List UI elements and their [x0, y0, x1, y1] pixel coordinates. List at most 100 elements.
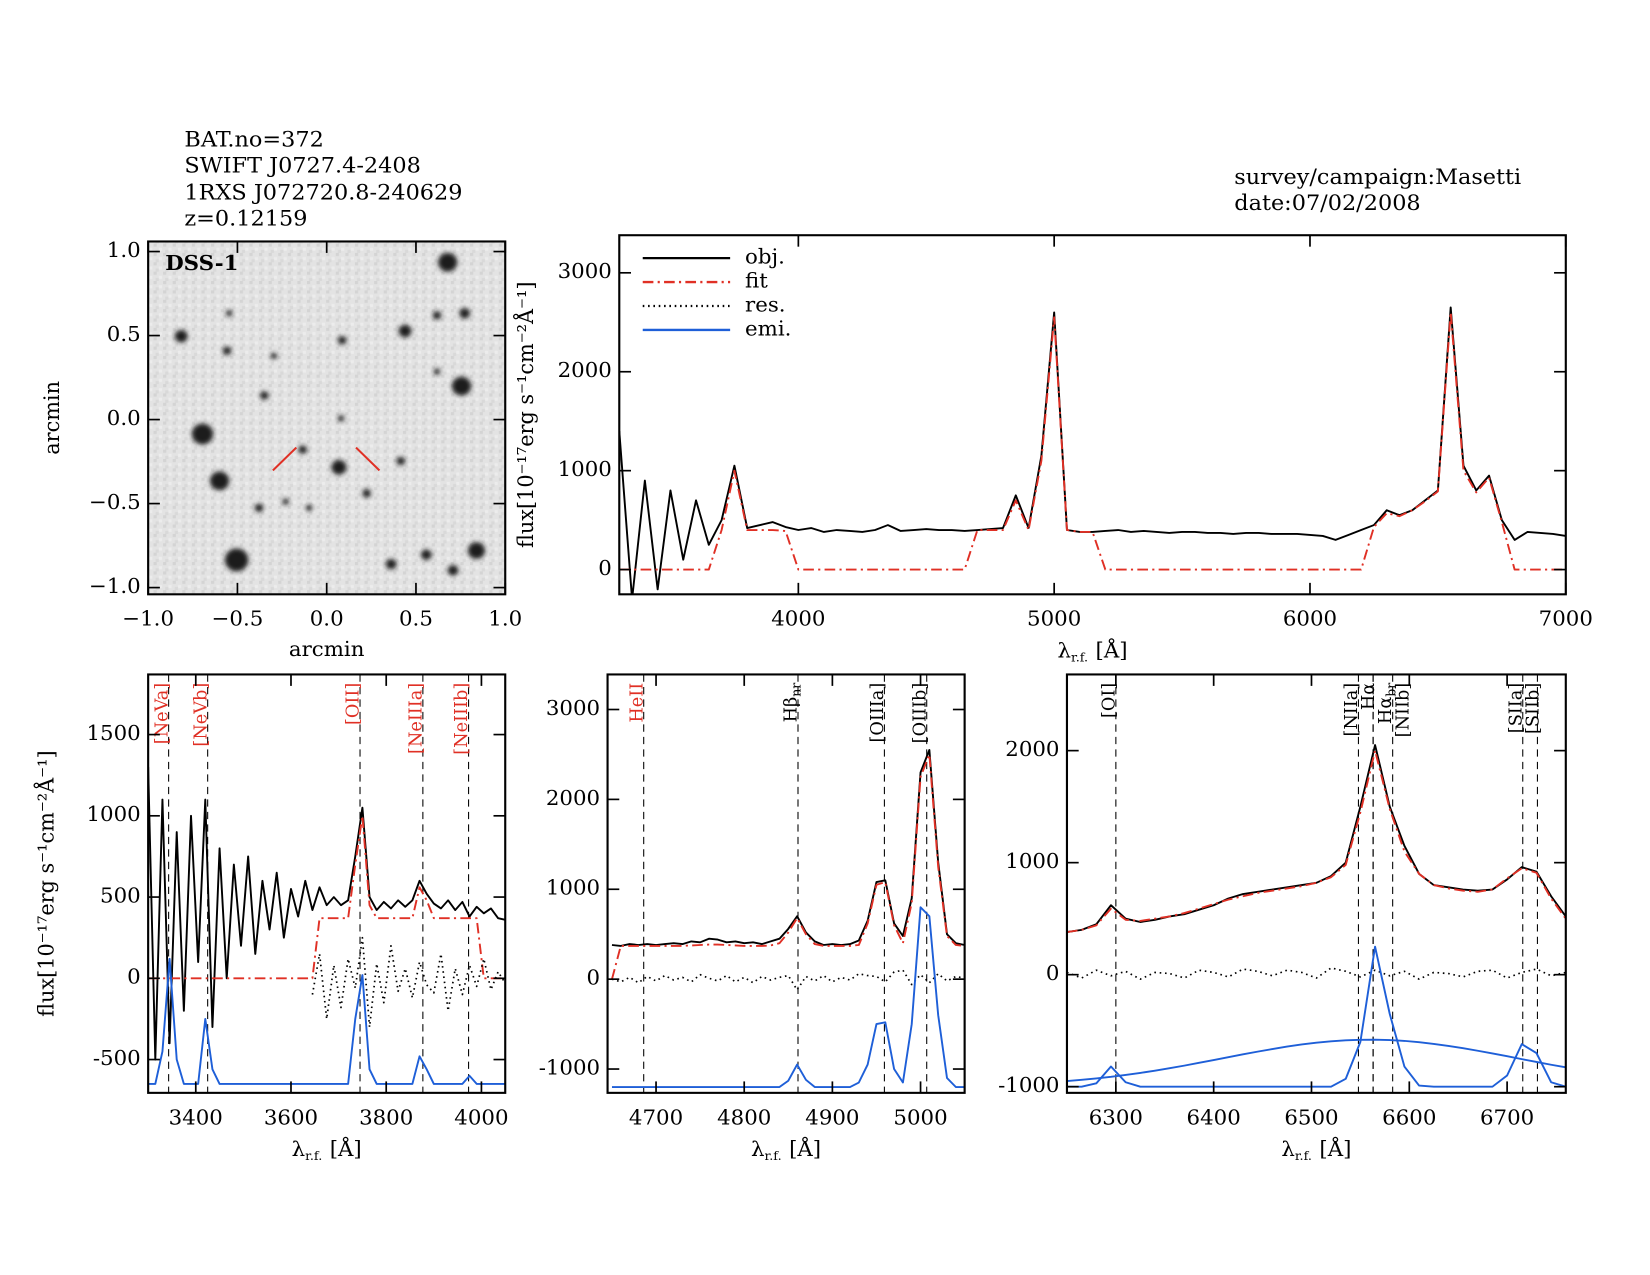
series-line — [148, 957, 506, 1085]
y-tick-label: 1.0 — [107, 237, 141, 262]
series-line — [1066, 744, 1566, 934]
x-axis-label: λr.f. [Å] — [1281, 1136, 1351, 1163]
axes-frame — [618, 234, 1567, 596]
y-tick-label: 3000 — [546, 695, 600, 720]
x-tick-label: 3600 — [264, 1105, 318, 1130]
series-line — [1066, 1038, 1566, 1083]
series-line — [611, 969, 965, 991]
line-label: [OIIIb] — [909, 683, 930, 744]
x-tick-label: 6300 — [1089, 1105, 1143, 1130]
x-axis-label: arcmin — [289, 636, 365, 661]
series-line — [619, 311, 1566, 571]
x-tick-label: 6600 — [1382, 1105, 1436, 1130]
y-tick-label: 0.0 — [107, 405, 141, 430]
x-tick-label: 1.0 — [488, 606, 522, 631]
x-tick-label: 0.0 — [310, 606, 344, 631]
y-tick-label: 2000 — [558, 357, 612, 382]
line-label-name: [NeVb] — [190, 683, 211, 747]
y-tick-label: 2000 — [546, 785, 600, 810]
line-label-name: Hα — [1375, 697, 1396, 724]
line-label-name: Hβ — [780, 697, 801, 723]
plot-area — [148, 674, 506, 1093]
x-tick-label: 6000 — [1283, 606, 1337, 631]
y-tick-label: 1000 — [1005, 848, 1059, 873]
x-tick-label: 7000 — [1539, 606, 1593, 631]
x-axis-label: λr.f. [Å] — [1058, 637, 1128, 664]
line-label-name: [SIIa] — [1505, 683, 1526, 733]
y-axis-label: flux[10⁻¹⁷erg s⁻¹cm⁻²Å⁻¹] — [513, 282, 538, 548]
image-background — [148, 241, 506, 595]
x-label-sub: r.f. — [1071, 649, 1088, 664]
y-tick-label: 1000 — [86, 801, 140, 826]
line-label: Hβnr — [780, 682, 803, 723]
x-tick-label: −0.5 — [212, 606, 264, 631]
y-tick-label: -1000 — [539, 1055, 600, 1080]
y-tick-label: 0 — [598, 555, 612, 580]
x-label-unit: [Å] — [330, 1136, 362, 1161]
x-tick-label: 6400 — [1187, 1105, 1241, 1130]
header-text: z=0.12159 — [184, 206, 307, 232]
axes-frame — [1065, 673, 1567, 1094]
line-label: [OIIIa] — [867, 683, 888, 743]
line-label: [NeVb] — [190, 683, 211, 747]
x-label-symbol: λ — [751, 1136, 765, 1161]
y-axis-label: arcmin — [39, 381, 64, 455]
line-label-name: [NeIIIa] — [405, 683, 426, 754]
line-label-name: [SIIb] — [1522, 683, 1543, 734]
x-tick-label: 5000 — [1027, 606, 1081, 631]
series-line — [611, 753, 965, 980]
line-label-name: [NeVa] — [151, 683, 172, 744]
line-label-sub: br — [1383, 682, 1398, 697]
y-tick-label: 500 — [100, 883, 141, 908]
series-line — [611, 906, 965, 1088]
x-tick-label: 5000 — [893, 1105, 947, 1130]
x-tick-label: 6700 — [1480, 1105, 1534, 1130]
line-label: [NIIb] — [1392, 683, 1413, 738]
header-text: SWIFT J0727.4-2408 — [184, 153, 420, 179]
header-text: 1RXS J072720.8-240629 — [184, 180, 462, 206]
axes-frame — [147, 673, 507, 1094]
header-text: BAT.no=372 — [184, 127, 323, 153]
legend-label: emi. — [745, 316, 791, 341]
source-marker — [355, 446, 381, 472]
source-marker — [272, 446, 298, 472]
line-label: [NIIa] — [1341, 683, 1362, 737]
line-label: HeII — [626, 683, 647, 723]
line-label: [NeIIIb] — [451, 683, 472, 755]
line-label-name: [NeIIIb] — [451, 683, 472, 755]
x-tick-label: 4700 — [629, 1105, 683, 1130]
line-label: [SIIa] — [1505, 683, 1526, 733]
x-tick-label: 6500 — [1284, 1105, 1338, 1130]
plot-area — [619, 306, 1566, 595]
x-tick-label: 0.5 — [399, 606, 433, 631]
line-label: [OI] — [1098, 683, 1119, 718]
legend-label: fit — [745, 268, 768, 293]
y-axis-label: flux[10⁻¹⁷erg s⁻¹cm⁻²Å⁻¹] — [33, 750, 58, 1016]
x-label-symbol: λ — [1281, 1136, 1295, 1161]
line-label-name: [OI] — [1098, 683, 1119, 718]
line-label-sub: nr — [788, 682, 803, 697]
x-label-symbol: λ — [1058, 637, 1072, 662]
legend-label: res. — [745, 292, 785, 317]
y-tick-label: 0.5 — [107, 321, 141, 346]
series-line — [619, 306, 1566, 595]
series-line — [148, 767, 506, 1061]
series-line — [148, 814, 506, 980]
series-line — [1066, 967, 1566, 980]
y-tick-label: −1.0 — [89, 573, 141, 598]
line-label: Hαbr — [1375, 682, 1398, 724]
x-tick-label: 4000 — [454, 1105, 508, 1130]
plot-area — [611, 674, 965, 1093]
header-text: survey/campaign:Masetti — [1234, 164, 1521, 190]
x-label-symbol: λ — [292, 1136, 306, 1161]
x-label-sub: r.f. — [305, 1148, 322, 1163]
header-text: date:07/02/2008 — [1234, 190, 1420, 216]
series-line — [611, 749, 965, 947]
x-tick-label: 4800 — [717, 1105, 771, 1130]
x-tick-label: −1.0 — [122, 606, 174, 631]
x-tick-label: 4900 — [805, 1105, 859, 1130]
x-label-unit: [Å] — [789, 1136, 821, 1161]
sky-image — [148, 241, 506, 595]
